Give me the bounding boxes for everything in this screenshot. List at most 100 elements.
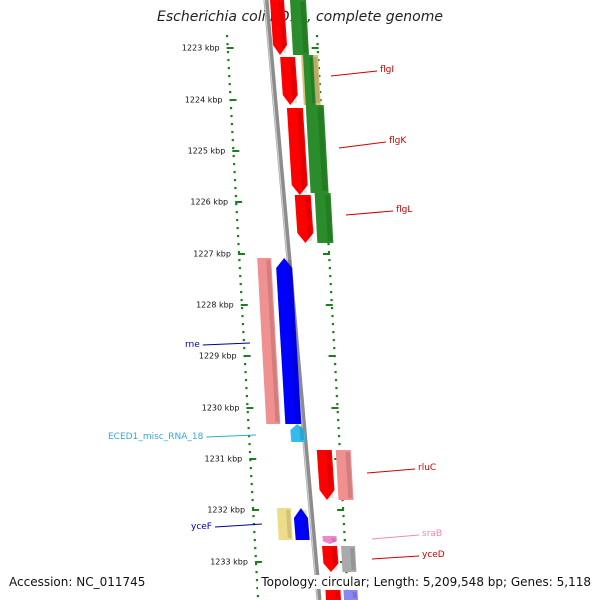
gene-block-shade bbox=[266, 260, 280, 422]
ruler-dot bbox=[334, 363, 337, 366]
gene-block bbox=[290, 0, 310, 55]
ruler-dot bbox=[246, 411, 249, 414]
ruler-dot bbox=[330, 299, 333, 302]
gene-block-shade bbox=[312, 57, 320, 103]
ruler-dot bbox=[242, 331, 245, 334]
ruler-dot bbox=[247, 427, 250, 430]
ruler-dot bbox=[228, 83, 231, 86]
ruler-dot bbox=[241, 323, 245, 326]
ruler-dot bbox=[254, 555, 257, 558]
ruler-dot bbox=[328, 259, 331, 262]
ruler-dot bbox=[234, 195, 237, 198]
ruler-dot bbox=[254, 547, 257, 550]
gene-block-shade bbox=[335, 592, 340, 598]
ruler-dot bbox=[238, 267, 241, 270]
ruler-dot bbox=[231, 131, 234, 134]
ruler-dot bbox=[337, 435, 341, 438]
ruler-dot bbox=[241, 315, 244, 318]
ruler-dot bbox=[334, 379, 338, 382]
ruler-dot bbox=[327, 243, 330, 246]
ruler-dot bbox=[239, 283, 242, 286]
ruler-dot bbox=[249, 467, 252, 470]
ruler-dot bbox=[343, 539, 346, 542]
ruler-dot bbox=[239, 275, 242, 278]
ruler-dot bbox=[316, 43, 319, 46]
ruler-dot bbox=[243, 347, 246, 350]
accession-text: Accession: NC_011745 bbox=[9, 575, 146, 589]
ruler-dot bbox=[318, 75, 321, 78]
ruler-dot bbox=[248, 443, 251, 446]
ruler-dot bbox=[255, 563, 258, 566]
ruler-dot bbox=[244, 379, 248, 382]
ruler-dot bbox=[236, 235, 240, 238]
gene-block bbox=[280, 57, 298, 105]
ruler-dot bbox=[244, 363, 247, 366]
gene-block-shade bbox=[325, 195, 333, 241]
ruler-dot bbox=[336, 411, 339, 414]
ruler-dot bbox=[244, 371, 247, 374]
ruler-dot bbox=[249, 459, 252, 462]
ruler-dot bbox=[251, 507, 255, 510]
ruler-dot bbox=[236, 227, 239, 230]
ruler-dot bbox=[238, 259, 241, 262]
ruler-dot bbox=[247, 435, 251, 438]
ruler-dot bbox=[338, 443, 341, 446]
gene-block bbox=[276, 508, 293, 540]
gene-block-shade bbox=[309, 57, 315, 103]
gene-block bbox=[276, 258, 302, 424]
genome-summary-text: Topology: circular; Length: 5,209,548 bp… bbox=[258, 575, 591, 589]
gene-block-shade bbox=[331, 548, 338, 570]
gene-block bbox=[294, 195, 314, 243]
ruler-dot bbox=[230, 123, 234, 126]
ruler-dot bbox=[335, 395, 338, 398]
ruler-dot bbox=[253, 539, 256, 542]
gene-block-shade bbox=[289, 59, 297, 103]
gene-block-shade bbox=[300, 2, 309, 53]
ruler-dot bbox=[333, 347, 336, 350]
gene-block-shade bbox=[352, 592, 357, 598]
leader-line bbox=[371, 555, 420, 560]
ruler-dot bbox=[345, 571, 348, 574]
gene-block-shade bbox=[350, 548, 356, 570]
ruler-dot bbox=[227, 67, 230, 70]
gene-block bbox=[341, 546, 357, 572]
ruler-dot bbox=[335, 387, 338, 390]
gene-block-shade bbox=[305, 197, 313, 241]
ruler-dot bbox=[230, 115, 233, 118]
ruler-dot bbox=[337, 427, 340, 430]
ruler-dot bbox=[342, 515, 345, 518]
ruler-dot bbox=[256, 595, 259, 598]
ruler-dot bbox=[227, 59, 230, 62]
gene-block bbox=[257, 258, 281, 424]
ruler-dot bbox=[253, 531, 256, 534]
leader-line bbox=[330, 70, 378, 77]
gene-block-shade bbox=[279, 2, 287, 53]
gene-block bbox=[270, 0, 288, 55]
ruler-dot bbox=[334, 371, 337, 374]
ruler-dot bbox=[331, 315, 334, 318]
ruler-dot bbox=[233, 179, 237, 182]
ruler-dot bbox=[233, 171, 236, 174]
gene-block-shade bbox=[303, 510, 309, 538]
ruler-dot bbox=[246, 403, 249, 406]
left-ruler bbox=[225, 35, 259, 598]
ruler-dot bbox=[237, 243, 240, 246]
gene-block-shade bbox=[326, 452, 334, 498]
ruler-dot bbox=[234, 187, 237, 190]
leader-line bbox=[202, 342, 251, 346]
ruler-dot bbox=[330, 307, 334, 310]
ruler-dot bbox=[317, 67, 320, 70]
ruler-dot bbox=[251, 491, 254, 494]
ruler-dot bbox=[318, 83, 321, 86]
ruler-dot bbox=[328, 267, 331, 270]
gene-block bbox=[325, 590, 341, 600]
gene-block bbox=[305, 105, 329, 193]
gene-block-shade bbox=[286, 260, 301, 422]
ruler-dot bbox=[331, 323, 335, 326]
leader-line bbox=[345, 210, 394, 216]
ruler-dot bbox=[228, 75, 231, 78]
ruler-dot bbox=[240, 299, 243, 302]
ruler-dot bbox=[225, 35, 229, 38]
